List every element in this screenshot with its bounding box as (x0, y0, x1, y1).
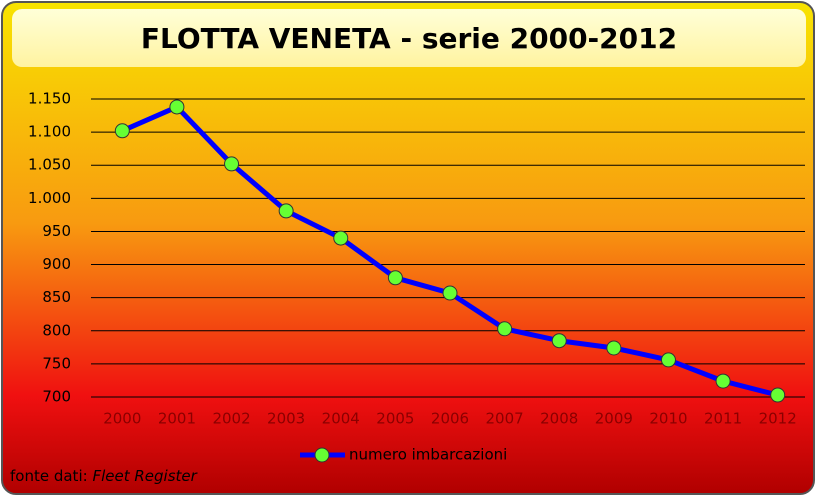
y-tick-label: 1.150 (28, 90, 71, 108)
marker (770, 387, 786, 403)
y-tick-label: 700 (42, 388, 71, 406)
legend-label: numero imbarcazioni (349, 446, 507, 464)
x-tick-label: 2002 (212, 410, 250, 428)
x-tick-label: 2009 (595, 410, 633, 428)
marker (606, 340, 622, 356)
marker (551, 333, 567, 349)
marker (278, 203, 294, 219)
x-tick-label: 2008 (540, 410, 578, 428)
x-tick-label: 2012 (759, 410, 797, 428)
x-tick-label: 2005 (376, 410, 414, 428)
x-tick-label: 2004 (322, 410, 360, 428)
marker (715, 373, 731, 389)
marker (660, 352, 676, 368)
y-tick-label: 1.000 (28, 189, 71, 207)
title-box (12, 9, 806, 67)
x-tick-label: 2006 (431, 410, 469, 428)
source-label: fonte dati: (10, 467, 88, 485)
legend-marker (314, 447, 330, 463)
y-tick-label: 850 (42, 288, 71, 306)
y-tick-label: 1.050 (28, 156, 71, 174)
y-tick-label: 900 (42, 255, 71, 273)
x-tick-label: 2011 (704, 410, 742, 428)
y-tick-label: 950 (42, 222, 71, 240)
marker (224, 156, 240, 172)
chart-title: FLOTTA VENETA - serie 2000-2012 (141, 22, 677, 55)
x-tick-label: 2007 (486, 410, 524, 428)
y-tick-label: 800 (42, 321, 71, 339)
marker (442, 285, 458, 301)
y-tick-label: 1.100 (28, 123, 71, 141)
x-tick-label: 2010 (649, 410, 687, 428)
marker (387, 270, 403, 286)
marker (169, 99, 185, 115)
x-tick-label: 2000 (103, 410, 141, 428)
source-name: Fleet Register (92, 467, 197, 485)
source: fonte dati: Fleet Register (10, 467, 198, 485)
marker (333, 230, 349, 246)
y-tick-label: 750 (42, 354, 71, 372)
marker (114, 123, 130, 139)
x-tick-label: 2001 (158, 410, 196, 428)
marker (497, 321, 513, 337)
x-tick-label: 2003 (267, 410, 305, 428)
